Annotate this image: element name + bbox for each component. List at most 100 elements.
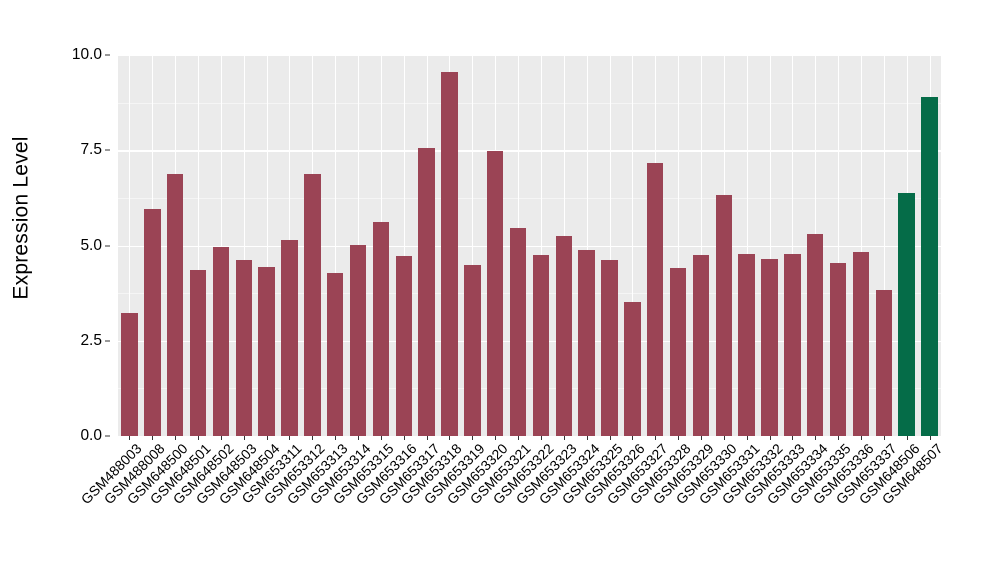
gridline-major-horizontal: [118, 436, 941, 438]
bar[interactable]: [372, 221, 390, 436]
gridline-major-horizontal: [118, 245, 941, 247]
bar[interactable]: [624, 301, 641, 436]
y-axis-tick-label: 5.0: [80, 236, 102, 254]
bar[interactable]: [875, 290, 893, 436]
y-axis-tick-label: 2.5: [80, 331, 102, 349]
x-axis-tick-mark: [632, 436, 634, 440]
bar[interactable]: [121, 313, 138, 436]
x-axis-tick-mark: [792, 436, 794, 440]
y-axis-tick-mark: [105, 54, 110, 56]
bar[interactable]: [212, 246, 230, 436]
bar[interactable]: [601, 259, 618, 436]
x-axis-tick-mark: [746, 436, 748, 440]
x-axis-tick-mark: [335, 436, 337, 440]
gridline-vertical: [883, 55, 885, 436]
bar[interactable]: [486, 151, 504, 436]
bar[interactable]: [326, 273, 344, 436]
x-axis-tick-mark: [198, 436, 199, 440]
x-axis-tick-mark: [495, 436, 497, 440]
gridline-major-horizontal: [118, 150, 941, 152]
x-axis-tick-mark: [175, 436, 177, 440]
gridline-vertical: [335, 55, 337, 436]
gridline-vertical: [220, 55, 222, 436]
x-axis-tick-mark: [700, 436, 702, 440]
x-axis-tick-mark: [655, 436, 657, 440]
x-axis-tick-mark: [449, 436, 451, 440]
bar[interactable]: [807, 234, 824, 436]
x-axis-tick-mark: [312, 436, 314, 440]
plot-panel: [118, 55, 941, 438]
y-axis-tick-label: 10.0: [71, 46, 102, 63]
bar[interactable]: [281, 239, 298, 436]
bar[interactable]: [304, 174, 321, 436]
gridline-minor-horizontal: [118, 293, 941, 295]
x-axis-tick-mark: [426, 436, 428, 440]
bar[interactable]: [555, 235, 572, 436]
gridline-vertical: [700, 55, 702, 436]
bar[interactable]: [235, 259, 252, 436]
x-axis-tick-mark: [906, 436, 908, 440]
y-axis-tick-label: 7.5: [80, 141, 102, 159]
x-axis-tick-mark: [380, 436, 382, 440]
x-axis-tick-mark: [586, 436, 588, 440]
gridline-vertical: [746, 55, 748, 436]
x-axis-tick-mark: [609, 436, 611, 440]
bar[interactable]: [166, 173, 184, 436]
x-axis-tick-mark: [220, 436, 222, 440]
bar[interactable]: [669, 267, 687, 436]
x-axis-tick-mark: [518, 436, 520, 440]
gridline-vertical: [243, 55, 245, 436]
x-axis-tick-mark: [929, 436, 931, 440]
y-axis-tick-mark: [105, 435, 110, 437]
bar[interactable]: [532, 254, 550, 436]
x-axis-tick-mark: [860, 436, 862, 440]
bar[interactable]: [647, 162, 664, 436]
y-axis-tick-labels: 0.0 2.5 5.0 7.5 10.0: [44, 0, 110, 444]
y-axis-title-text: Expression Level: [10, 135, 33, 300]
y-axis-tick-label: 0.0: [80, 427, 102, 444]
gridline-minor-horizontal: [118, 102, 941, 104]
x-axis-tick-mark: [769, 436, 771, 440]
bar[interactable]: [464, 264, 481, 436]
bar[interactable]: [395, 255, 412, 436]
bar[interactable]: [921, 96, 938, 436]
bar[interactable]: [144, 208, 161, 436]
bar[interactable]: [761, 259, 778, 436]
gridline-minor-horizontal: [118, 197, 941, 199]
x-axis-tick-mark: [838, 436, 840, 440]
x-axis-tick-marks: [118, 436, 941, 441]
bar[interactable]: [738, 253, 755, 436]
bar[interactable]: [189, 269, 207, 436]
bar[interactable]: [898, 192, 915, 436]
bar[interactable]: [258, 267, 275, 436]
x-axis-tick-mark: [883, 436, 885, 440]
bar[interactable]: [349, 245, 367, 436]
gridline-vertical: [632, 55, 634, 436]
bar[interactable]: [692, 255, 710, 436]
bar[interactable]: [784, 254, 801, 436]
bar[interactable]: [715, 194, 733, 436]
x-axis-tick-mark: [243, 436, 245, 440]
y-axis-title: Expression Level: [0, 0, 44, 435]
gridline-vertical: [472, 55, 474, 436]
bar[interactable]: [578, 250, 595, 436]
x-axis-tick-mark: [266, 436, 268, 440]
x-axis-tick-mark: [129, 436, 131, 440]
bar[interactable]: [829, 262, 847, 436]
x-axis-tick-mark: [472, 436, 474, 440]
gridline-vertical: [609, 55, 611, 436]
gridline-vertical: [860, 55, 862, 436]
x-axis-tick-labels: GSM488003 GSM488008 GSM648500 GSM648501 GSM6…: [78, 440, 945, 580]
y-axis-tick-mark: [105, 340, 110, 342]
gridline-vertical: [838, 55, 840, 436]
gridline-vertical: [198, 55, 199, 436]
bar[interactable]: [509, 227, 527, 436]
y-axis-tick-mark: [105, 245, 110, 246]
bar[interactable]: [852, 251, 870, 436]
gridline-vertical: [769, 55, 771, 436]
gridline-vertical: [129, 55, 131, 436]
bar[interactable]: [441, 72, 458, 436]
gridline-major-horizontal: [118, 340, 941, 343]
bar[interactable]: [418, 147, 435, 436]
